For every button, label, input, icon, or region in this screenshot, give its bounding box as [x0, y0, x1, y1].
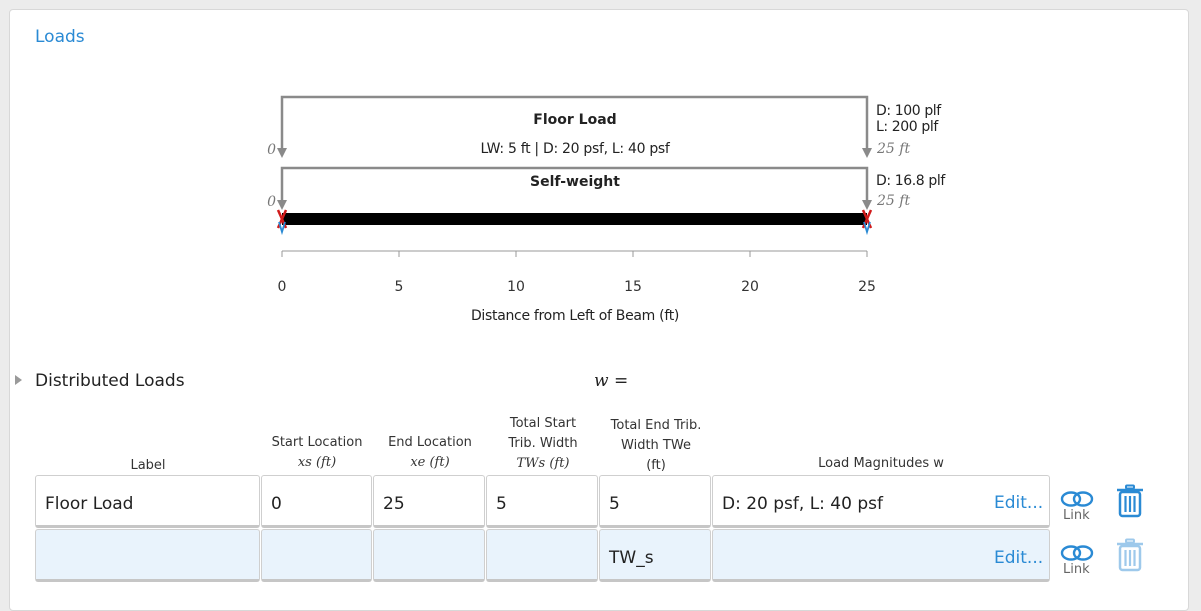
trash-icon[interactable]: [1116, 538, 1144, 576]
col-header-total-start-trib: Total Start Trib. Width TWs (ft): [487, 414, 599, 474]
row1-edit-link[interactable]: Edit...: [994, 493, 1044, 513]
col-header-load-magnitudes-text: Load Magnitudes w: [818, 456, 944, 471]
col-header-total-end-trib-line2: Width TWe: [621, 438, 691, 453]
left-support-blue: [278, 221, 286, 236]
self-weight-start-arrow: [277, 200, 287, 210]
floor-load-end-live: L: 200 plf: [876, 119, 939, 135]
link-icon[interactable]: [1060, 490, 1094, 512]
right-support-blue: [863, 221, 871, 236]
axis-tick-label: 15: [624, 279, 642, 295]
col-header-start-location-text: Start Location: [271, 435, 363, 450]
section-title[interactable]: Loads: [35, 27, 85, 47]
col-header-label-text: Label: [130, 458, 166, 473]
axis-tick-label: 10: [507, 279, 525, 295]
caret-right-icon[interactable]: [15, 375, 22, 385]
row2-link-label[interactable]: Link: [1063, 562, 1090, 577]
distributed-loads-title[interactable]: Distributed Loads: [35, 371, 185, 391]
axis-label: Distance from Left of Beam (ft): [471, 308, 679, 324]
col-header-end-location: End Location xe (ft): [374, 433, 486, 473]
floor-load-end-dead: D: 100 plf: [876, 103, 942, 119]
axis-tick-labels: 0 5 10 15 20 25: [278, 279, 876, 295]
row1-magnitudes-cell[interactable]: D: 20 psf, L: 40 psf: [712, 475, 1050, 528]
axis-tick-label: 25: [858, 279, 876, 295]
axis-tick-label: 5: [395, 279, 404, 295]
floor-load-start-arrow: [277, 148, 287, 158]
beam-load-diagram: Floor Load LW: 5 ft | D: 20 psf, L: 40 p…: [267, 95, 947, 324]
floor-load-end-arrow: [862, 148, 872, 158]
axis-tick-label: 0: [278, 279, 287, 295]
w-formula: w =: [594, 371, 629, 391]
row2-tw-start-cell[interactable]: [486, 529, 598, 582]
row2-edit-link[interactable]: Edit...: [994, 548, 1044, 568]
col-header-total-start-trib-line2: Trib. Width: [508, 436, 578, 451]
row2-start-location-cell[interactable]: [261, 529, 372, 582]
row1-link-label[interactable]: Link: [1063, 508, 1090, 523]
row1-end-location-cell[interactable]: 25: [373, 475, 485, 528]
self-weight-end-arrow: [862, 200, 872, 210]
row1-tw-start-cell[interactable]: 5: [486, 475, 598, 528]
beam: [282, 213, 867, 225]
row2-label-cell[interactable]: [35, 529, 260, 582]
col-header-total-end-trib-unit: (ft): [646, 458, 666, 473]
self-weight-end-dead: D: 16.8 plf: [876, 173, 946, 189]
row1-start-location-cell[interactable]: 0: [261, 475, 372, 528]
trash-icon[interactable]: [1116, 484, 1144, 522]
floor-load-title: Floor Load: [533, 112, 616, 128]
self-weight-end-length: 25 ft: [876, 193, 910, 209]
axis-tick-label: 20: [741, 279, 759, 295]
floor-load-start-label: 0: [267, 142, 276, 158]
col-header-total-end-trib-line1: Total End Trib.: [610, 418, 702, 433]
col-header-load-magnitudes: Load Magnitudes w: [713, 454, 1049, 474]
col-header-end-location-var: xe (ft): [410, 455, 450, 470]
col-header-end-location-text: End Location: [388, 435, 472, 450]
link-icon[interactable]: [1060, 544, 1094, 566]
col-header-start-location: Start Location xs (ft): [262, 433, 372, 473]
self-weight-start-label: 0: [267, 194, 276, 210]
self-weight-title: Self-weight: [530, 174, 620, 190]
col-header-total-end-trib: Total End Trib. Width TWe (ft): [600, 416, 712, 476]
floor-load-summary: LW: 5 ft | D: 20 psf, L: 40 psf: [480, 141, 670, 157]
row2-magnitudes-cell[interactable]: [712, 529, 1050, 582]
diagram-geometry: [276, 95, 873, 257]
col-header-total-start-trib-line1: Total Start: [509, 416, 577, 431]
col-header-label: Label: [36, 456, 260, 476]
col-header-start-location-var: xs (ft): [297, 455, 337, 470]
row1-tw-end-cell[interactable]: 5: [599, 475, 711, 528]
floor-load-end-length: 25 ft: [876, 141, 910, 157]
self-weight-bracket: [280, 166, 869, 203]
row1-label-cell[interactable]: Floor Load: [35, 475, 260, 528]
col-header-total-start-trib-var: TWs (ft): [516, 456, 570, 471]
floor-load-bracket: [280, 95, 869, 150]
row2-end-location-cell[interactable]: [373, 529, 485, 582]
row2-tw-end-cell[interactable]: TW_s: [599, 529, 711, 582]
